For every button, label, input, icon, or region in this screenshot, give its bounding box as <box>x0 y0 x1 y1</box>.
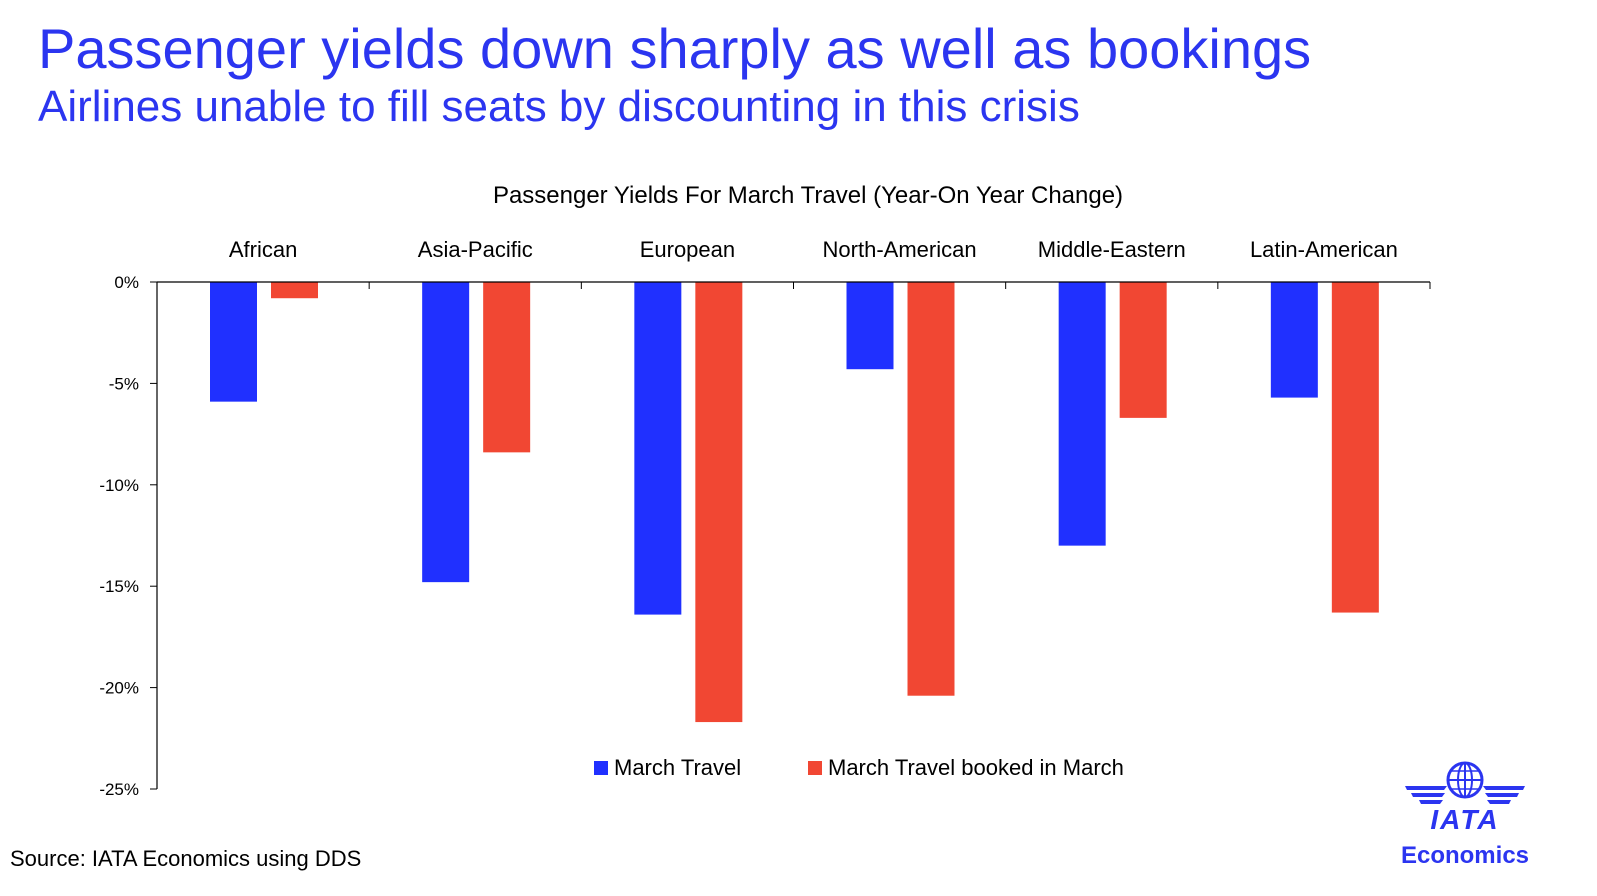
legend-label: March Travel <box>614 755 741 780</box>
bar-march-travel <box>1270 282 1318 398</box>
bar-booked-in-march <box>1119 282 1167 418</box>
legend-swatch <box>808 761 822 775</box>
bar-booked-in-march <box>483 282 531 453</box>
bar-booked-in-march <box>907 282 955 696</box>
y-tick-label: -10% <box>99 476 139 495</box>
category-label: North-American <box>823 237 977 262</box>
globe-wings-icon <box>1405 761 1525 804</box>
category-label: Asia-Pacific <box>418 237 533 262</box>
logo-subtext: Economics <box>1400 842 1530 869</box>
source-note: Source: IATA Economics using DDS <box>10 846 362 871</box>
page-title: Passenger yields down sharply as well as… <box>38 17 1312 80</box>
page-subtitle: Airlines unable to fill seats by discoun… <box>38 82 1080 131</box>
bar-march-travel <box>1058 282 1106 546</box>
category-label: African <box>229 237 297 262</box>
bar-booked-in-march <box>1331 282 1379 613</box>
iata-logo: IATA Economics <box>1395 760 1535 872</box>
legend-label: March Travel booked in March <box>828 755 1124 780</box>
bar-booked-in-march <box>271 282 318 299</box>
legend-swatch <box>594 761 608 775</box>
chart-title: Passenger Yields For March Travel (Year-… <box>493 182 1123 209</box>
bar-march-travel <box>422 282 470 583</box>
category-label: Latin-American <box>1250 237 1398 262</box>
bar-march-travel <box>634 282 682 615</box>
logo-text: IATA <box>1430 804 1500 835</box>
bar-march-travel <box>210 282 257 402</box>
y-tick-label: 0% <box>114 273 139 292</box>
y-tick-label: -25% <box>99 780 139 799</box>
y-tick-label: -20% <box>99 679 139 698</box>
y-tick-label: -5% <box>109 374 139 393</box>
category-label: Middle-Eastern <box>1038 237 1186 262</box>
y-tick-label: -15% <box>99 577 139 596</box>
bar-booked-in-march <box>695 282 743 723</box>
category-label: European <box>640 237 735 262</box>
bar-march-travel <box>846 282 894 370</box>
